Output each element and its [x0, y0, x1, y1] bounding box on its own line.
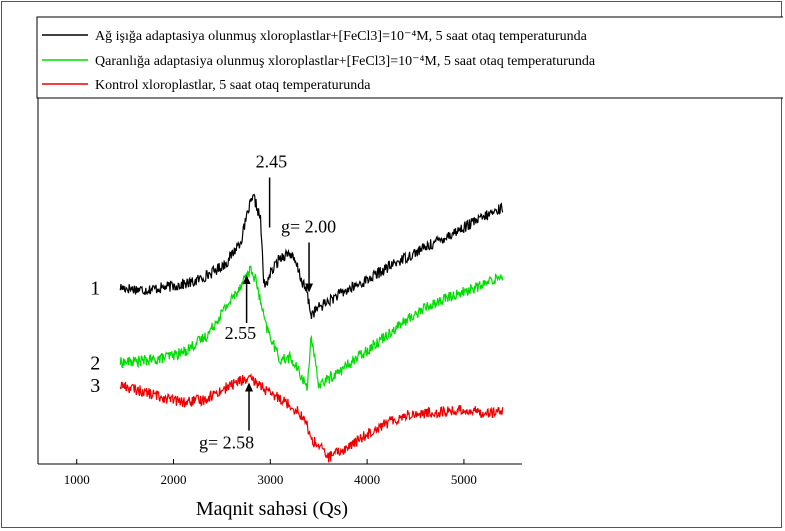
curve-number-3: 3 [90, 375, 100, 397]
x-tick-label: 2000 [161, 472, 187, 487]
annotation-arrowhead [245, 382, 254, 392]
annotation-arrowhead [305, 283, 314, 293]
curve-number-2: 2 [90, 353, 100, 375]
x-axis-title: Maqnit sahəsi (Qs) [196, 498, 348, 520]
annotation-label: 2.45 [256, 152, 288, 172]
legend-label-series-1: Ağ işığa adaptasiya olunmuş xloroplastla… [95, 29, 588, 44]
legend-box [36, 16, 783, 99]
x-axis-ticks: 1000 2000 3000 4000 5000 [64, 459, 477, 487]
annotation-label: g= 2.00 [281, 217, 336, 237]
annotations: 2.45 g= 2.00 2.55 g= 2.58 [199, 152, 336, 453]
series-line-3 [119, 372, 504, 463]
annotation-arrowhead [242, 275, 251, 284]
curve-numbers: 1 23 [90, 278, 100, 398]
x-tick-label: 5000 [451, 472, 477, 487]
annotation-label: 2.55 [225, 323, 257, 343]
legend-label-series-3: Kontrol xloroplastlar, 5 saat otaq tempe… [95, 78, 371, 93]
x-tick-label: 1000 [64, 472, 90, 487]
legend: Ağ işığa adaptasiya olunmuş xloroplastla… [36, 16, 783, 99]
x-tick-label: 3000 [257, 472, 283, 487]
curve-number-1: 1 [90, 278, 100, 300]
series-line-1 [119, 193, 504, 320]
legend-label-series-2: Qaranlığa adaptasiya olunmuş xloroplastl… [95, 54, 596, 69]
annotation-label: g= 2.58 [199, 433, 254, 453]
series-line-2 [119, 265, 504, 391]
x-tick-label: 4000 [354, 472, 380, 487]
series-layer [119, 193, 504, 463]
